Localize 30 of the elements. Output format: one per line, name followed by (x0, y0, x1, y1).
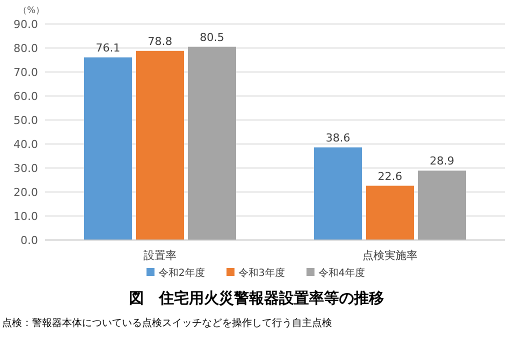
y-tick-label: 90.0 (14, 18, 38, 31)
y-tick-label: 70.0 (14, 66, 38, 79)
data-label: 38.6 (326, 131, 350, 144)
legend-label: 令和4年度 (318, 267, 365, 279)
y-axis-title: （%） (18, 6, 45, 16)
x-tick-label: 設置率 (144, 249, 176, 262)
data-label: 28.9 (430, 154, 454, 168)
text: 図 住宅用火災警報器設置率等の推移 (129, 289, 384, 307)
bar (418, 170, 466, 240)
y-tick-label: 40.0 (14, 138, 38, 151)
data-label: 78.8 (148, 34, 172, 48)
bar (314, 147, 362, 240)
bar (84, 57, 132, 240)
y-tick-label: 20.0 (14, 186, 38, 199)
y-tick-label: 50.0 (14, 114, 38, 127)
y-tick-label: 10.0 (14, 210, 38, 223)
text: 点検：警報器本体についている点検スイッチなどを操作して行う自主点検 (2, 317, 332, 329)
data-label: 80.5 (200, 30, 224, 44)
bar (136, 50, 184, 240)
x-tick-label: 点検実施率 (362, 249, 418, 262)
y-tick-label: 30.0 (14, 162, 38, 175)
bar (366, 186, 414, 240)
data-label: 76.1 (96, 41, 120, 54)
bar (188, 46, 236, 240)
y-tick-label: 0.0 (20, 234, 38, 247)
data-label: 22.6 (378, 170, 402, 183)
y-tick-label: 60.0 (14, 90, 38, 103)
y-tick-label: 80.0 (14, 42, 38, 55)
legend-label: 令和2年度 (158, 267, 205, 279)
legend-label: 令和3年度 (238, 267, 285, 279)
